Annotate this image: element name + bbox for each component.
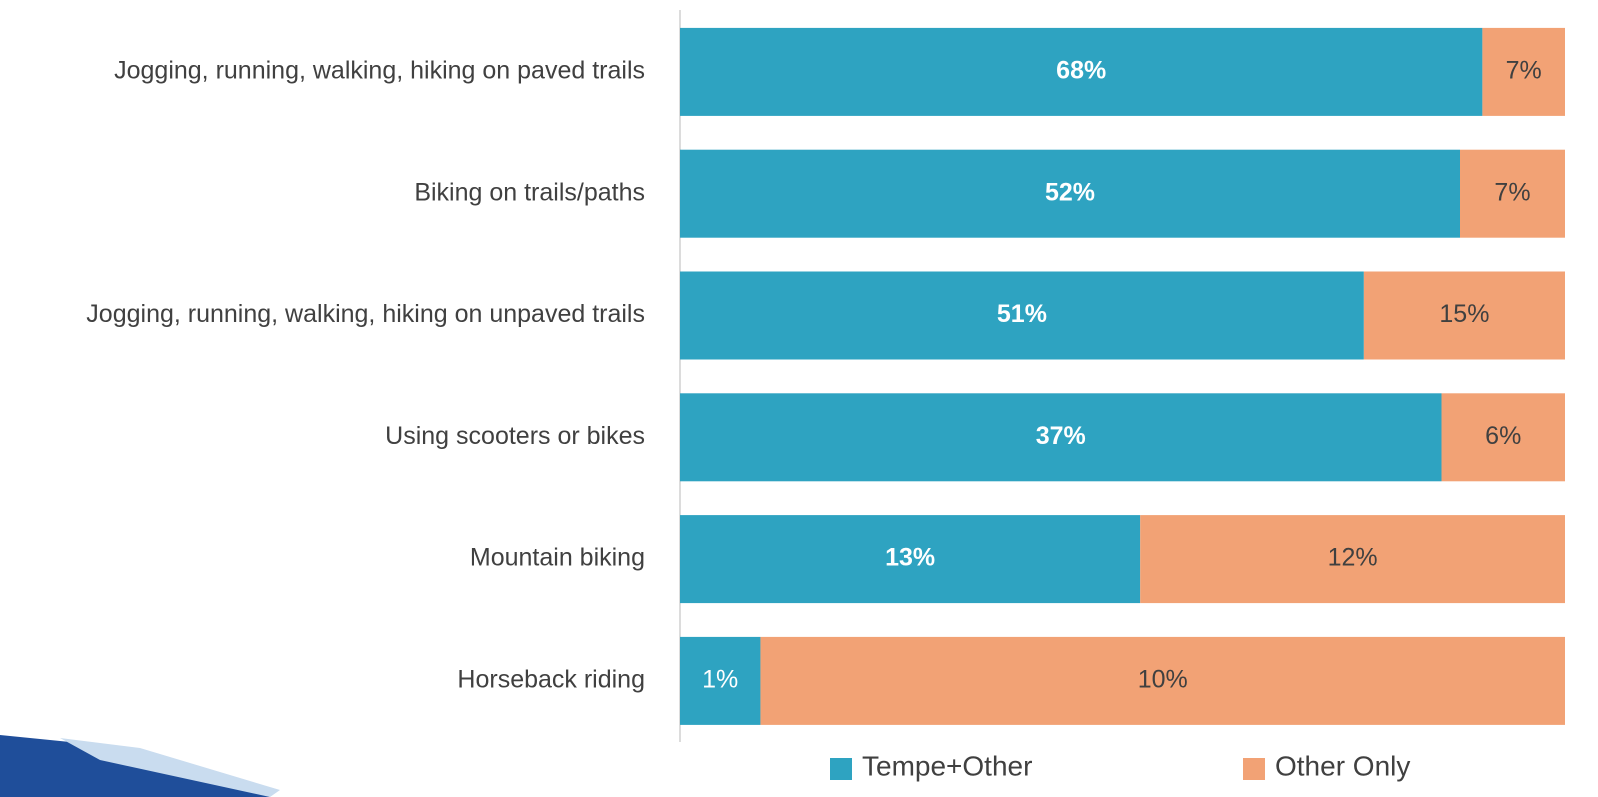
bar-segment [680, 515, 1141, 604]
data-label: 1% [702, 666, 738, 694]
legend-label: Other Only [1275, 750, 1410, 781]
bar-segment [680, 27, 1483, 116]
y-tick-label: Mountain biking [470, 544, 645, 572]
data-label: 52% [1045, 178, 1095, 206]
legend-label: Tempe+Other [862, 750, 1032, 781]
y-tick-label: Jogging, running, walking, hiking on unp… [86, 300, 645, 328]
bar-segment [1482, 27, 1565, 116]
data-label: 7% [1494, 178, 1530, 206]
bar-segment [1140, 515, 1565, 604]
bar-segment [1363, 271, 1565, 360]
y-tick-label: Horseback riding [457, 666, 645, 694]
data-label: 68% [1056, 57, 1106, 85]
data-label: 15% [1439, 300, 1489, 328]
bar-segment [680, 271, 1364, 360]
bar-segment [680, 149, 1460, 238]
bar-segment [680, 636, 761, 725]
y-tick-label: Jogging, running, walking, hiking on pav… [114, 57, 645, 85]
legend-swatch [830, 758, 852, 780]
y-tick-label: Biking on trails/paths [414, 178, 645, 206]
data-label: 13% [885, 544, 935, 572]
data-label: 7% [1506, 57, 1542, 85]
y-tick-label: Using scooters or bikes [385, 422, 645, 450]
legend-swatch [1243, 758, 1265, 780]
bar-segment [680, 393, 1442, 482]
data-label: 12% [1328, 544, 1378, 572]
bar-segment [760, 636, 1565, 725]
data-label: 6% [1485, 422, 1521, 450]
data-label: 37% [1036, 422, 1086, 450]
data-label: 51% [997, 300, 1047, 328]
bar-segment [1460, 149, 1565, 238]
bar-segment [1441, 393, 1565, 482]
decoration [60, 738, 280, 797]
data-label: 10% [1138, 666, 1188, 694]
